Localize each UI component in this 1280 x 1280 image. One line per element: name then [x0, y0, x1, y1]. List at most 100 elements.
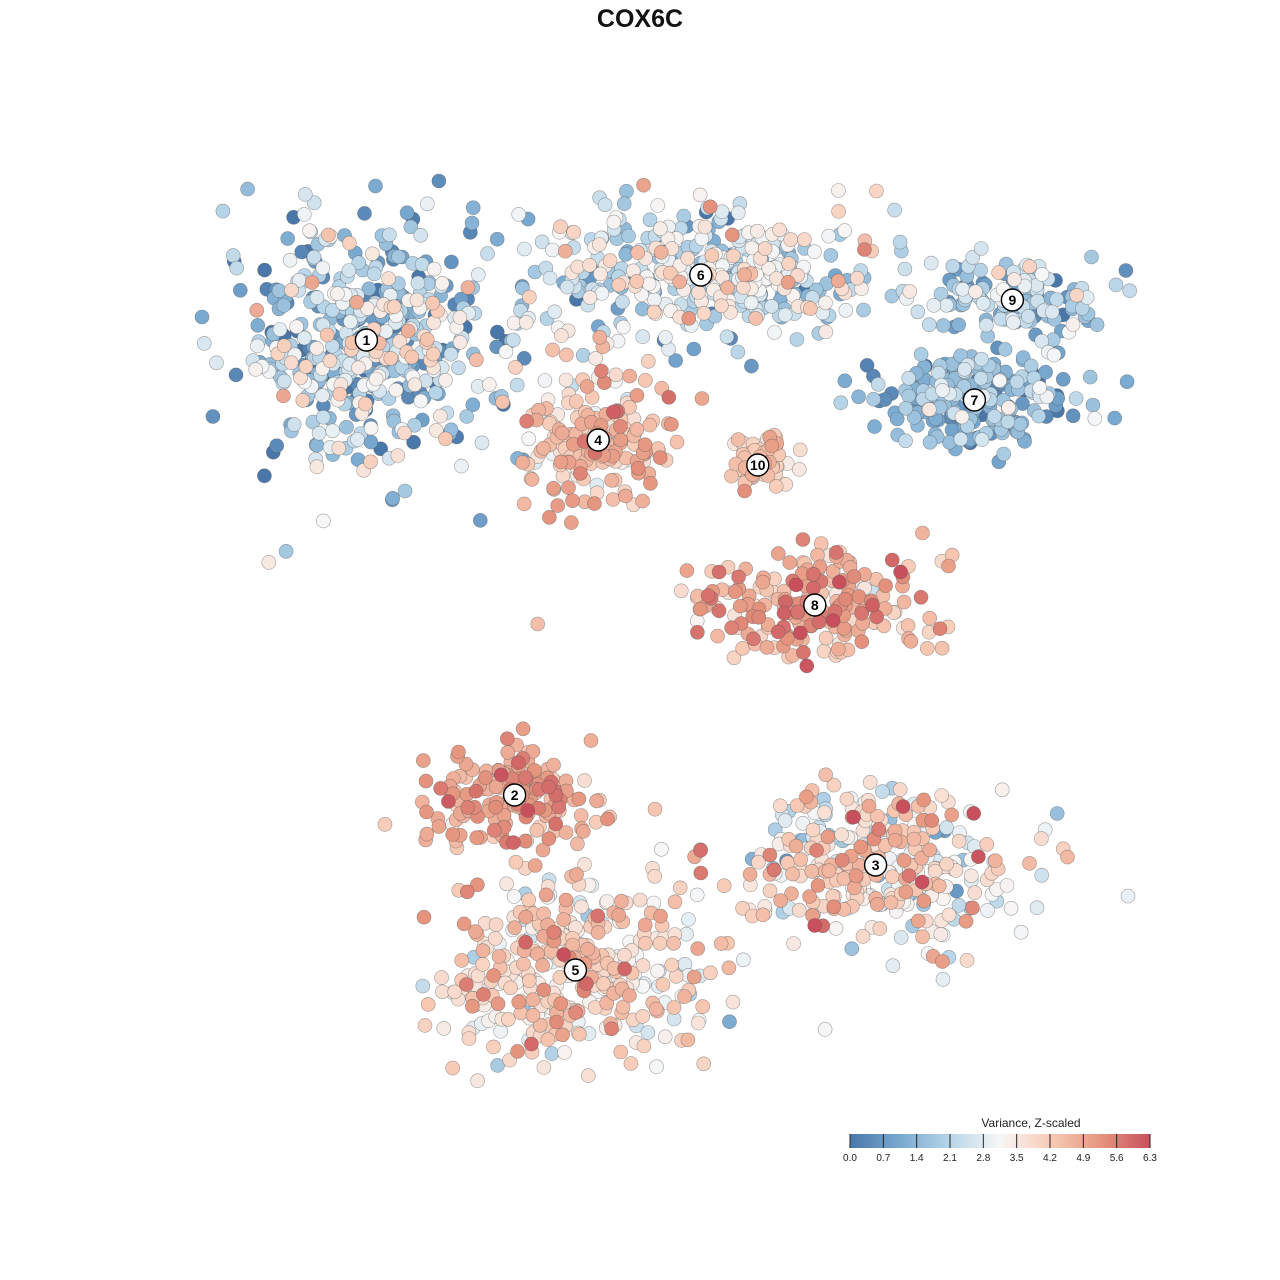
- data-point: [550, 498, 566, 513]
- data-point: [331, 440, 347, 456]
- data-point: [1118, 263, 1134, 278]
- data-point: [1068, 391, 1084, 406]
- data-point: [602, 253, 618, 268]
- data-point: [488, 799, 503, 815]
- data-point: [443, 346, 459, 362]
- data-point: [870, 376, 886, 392]
- data-point: [459, 884, 475, 900]
- data-point: [452, 310, 468, 325]
- data-point: [419, 804, 434, 820]
- data-point: [732, 598, 748, 614]
- data-point: [653, 908, 668, 924]
- data-point: [475, 957, 490, 972]
- data-point: [805, 580, 821, 596]
- data-point: [548, 816, 564, 832]
- data-point: [818, 767, 834, 783]
- legend-tick-label: 1.4: [910, 1153, 924, 1164]
- data-point: [963, 868, 979, 884]
- chart-title: COX6C: [597, 5, 683, 33]
- data-point: [555, 1027, 570, 1043]
- data-point: [302, 223, 317, 238]
- data-point: [592, 266, 608, 282]
- data-point: [549, 1014, 564, 1030]
- data-point: [901, 388, 917, 404]
- data-point: [597, 197, 613, 213]
- data-point: [536, 1060, 552, 1075]
- data-point: [315, 260, 331, 276]
- data-point: [713, 936, 729, 951]
- data-point: [704, 248, 720, 263]
- data-point: [1038, 364, 1053, 380]
- data-point: [1034, 867, 1049, 883]
- data-point: [611, 277, 627, 293]
- data-point: [951, 317, 967, 333]
- data-point: [272, 322, 288, 337]
- data-point: [605, 404, 621, 420]
- data-point: [831, 641, 846, 657]
- cluster-label-circle: [563, 958, 588, 982]
- data-point: [489, 231, 505, 247]
- data-point: [304, 275, 320, 290]
- data-point: [935, 954, 950, 969]
- data-point: [807, 244, 822, 259]
- data-point: [508, 360, 523, 375]
- data-point: [810, 878, 826, 893]
- data-point: [399, 205, 415, 221]
- data-point: [481, 377, 497, 392]
- data-point: [413, 393, 429, 409]
- data-point: [1107, 410, 1122, 426]
- data-point: [284, 282, 299, 298]
- data-point: [350, 432, 365, 447]
- data-point: [817, 1022, 833, 1037]
- data-point: [696, 305, 712, 321]
- data-point: [652, 221, 668, 236]
- legend-title: Variance, Z-scaled: [981, 1116, 1080, 1130]
- data-point: [777, 307, 793, 323]
- data-point: [831, 574, 847, 590]
- data-point: [695, 999, 711, 1014]
- data-point: [209, 355, 224, 371]
- data-point: [755, 907, 771, 923]
- data-point: [553, 996, 569, 1011]
- data-point: [935, 383, 950, 398]
- cluster-label: 5: [572, 962, 580, 978]
- data-point: [653, 245, 669, 260]
- data-point: [932, 621, 948, 637]
- data-point: [572, 1026, 587, 1042]
- data-point: [1009, 374, 1025, 390]
- data-point: [468, 924, 483, 939]
- data-point: [722, 1014, 737, 1030]
- data-point: [294, 244, 310, 260]
- data-point: [343, 314, 358, 330]
- cluster-label: 2: [511, 787, 519, 803]
- data-point: [521, 892, 537, 908]
- data-point: [558, 372, 574, 388]
- data-point: [544, 1046, 560, 1061]
- data-point: [921, 317, 937, 333]
- data-point: [451, 360, 466, 376]
- data-point: [553, 454, 569, 470]
- data-point: [400, 323, 416, 339]
- data-point: [945, 258, 961, 274]
- data-point: [724, 227, 740, 243]
- data-point: [716, 878, 732, 894]
- data-point: [509, 377, 525, 393]
- data-point: [1069, 287, 1084, 303]
- data-point: [693, 842, 708, 858]
- cluster-label-circle: [586, 428, 610, 452]
- data-point: [553, 219, 568, 234]
- data-point: [604, 1021, 619, 1037]
- data-point: [766, 862, 782, 878]
- data-point: [711, 564, 727, 580]
- data-point: [900, 618, 916, 633]
- data-point: [330, 286, 345, 301]
- data-point: [309, 290, 325, 305]
- data-point: [826, 899, 842, 915]
- data-point: [311, 425, 327, 441]
- data-point: [979, 837, 995, 852]
- cluster-label: 8: [811, 597, 819, 613]
- data-point: [772, 222, 787, 238]
- data-point: [397, 425, 412, 441]
- data-point: [535, 958, 550, 973]
- data-point: [772, 798, 788, 814]
